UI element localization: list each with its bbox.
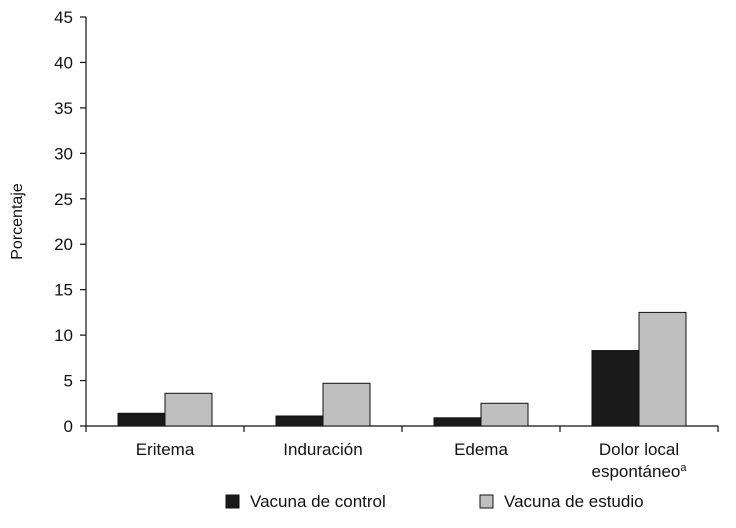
y-tick-label: 5 [64, 372, 73, 391]
bar [480, 402, 529, 427]
y-tick-label: 0 [64, 417, 73, 436]
legend-label: Vacuna de control [250, 492, 386, 511]
footnote-marker: a [680, 462, 687, 474]
bar [591, 350, 640, 427]
y-tick-label: 10 [54, 326, 73, 345]
y-tick-label: 35 [54, 99, 73, 118]
y-axis-label: Porcentaje [9, 183, 26, 260]
bar [638, 311, 687, 427]
legend-label: Vacuna de estudio [504, 492, 644, 511]
bar [322, 382, 371, 427]
legend: Vacuna de control Vacuna de estudio [225, 492, 644, 511]
bar [117, 412, 166, 427]
y-tick-label: 15 [54, 281, 73, 300]
x-tick-label: Eritema [136, 440, 195, 459]
legend-swatch [225, 494, 240, 509]
labels: Porcentaje Eritema Induración Edema Dolor lo… [9, 183, 687, 481]
x-tick-label: Edema [454, 440, 508, 459]
bar [275, 415, 324, 427]
bar [433, 417, 482, 427]
y-tick-label: 45 [54, 8, 73, 27]
legend-swatch [479, 494, 494, 509]
x-tick-label: Induración [283, 440, 362, 459]
x-tick-label: Dolor local [599, 440, 679, 459]
bar [164, 392, 213, 427]
y-tick-label: 30 [54, 144, 73, 163]
bars [117, 311, 687, 427]
y-tick-label: 25 [54, 190, 73, 209]
y-tick-label: 20 [54, 235, 73, 254]
x-tick-label: espontáneoa [592, 462, 688, 481]
y-tick-label: 40 [54, 53, 73, 72]
